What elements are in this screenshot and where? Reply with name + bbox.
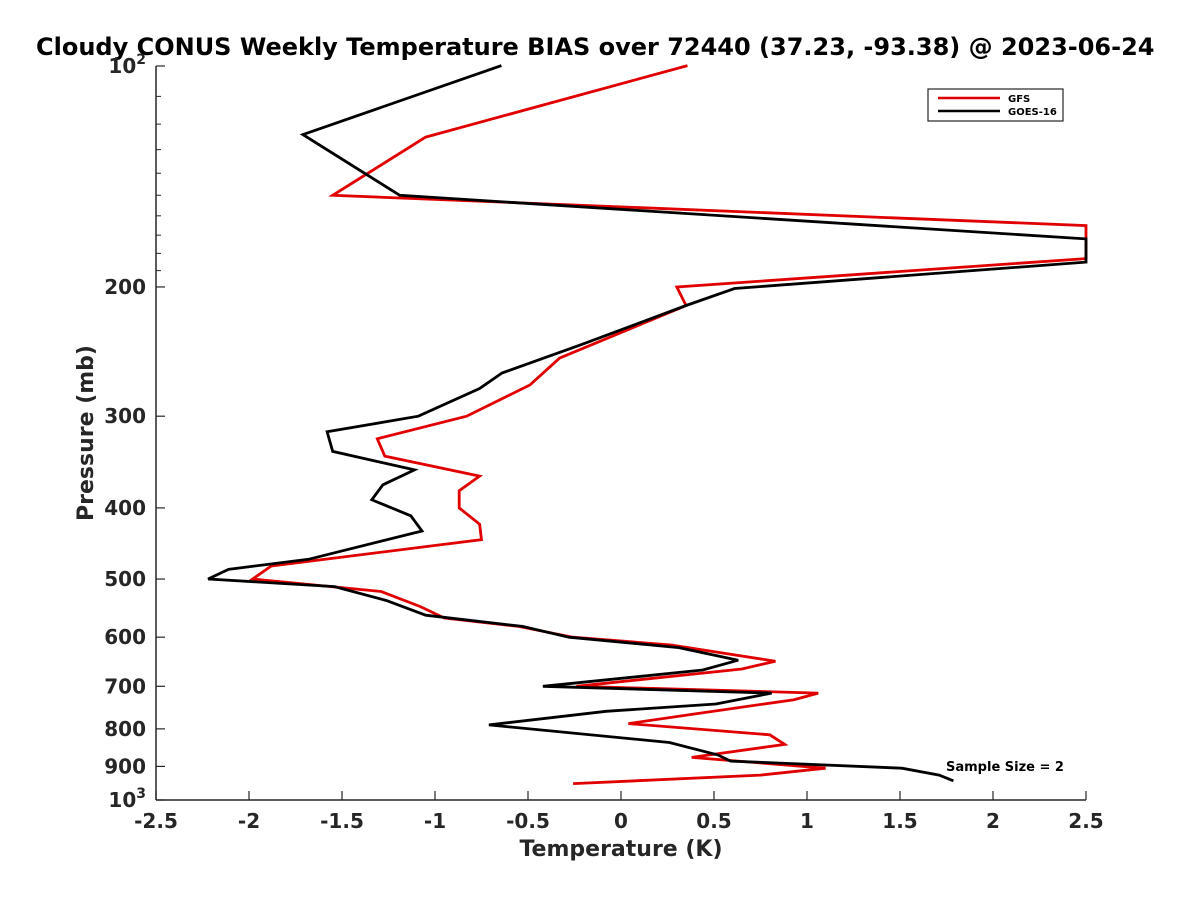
legend-box [927, 88, 1064, 122]
x-tick-label: 2 [986, 809, 1000, 833]
x-tick-label: -2 [238, 809, 260, 833]
series-line-gfs [248, 64, 1088, 786]
x-tick-label: -0.5 [506, 809, 550, 833]
x-tick-label: 1.5 [882, 809, 917, 833]
legend-entry-label: GOES-16 [1008, 107, 1057, 118]
y-tick-label: 700 [104, 674, 146, 698]
x-tick-label: -2.5 [134, 809, 178, 833]
x-tick-label: 1 [800, 809, 814, 833]
chart-title: Cloudy CONUS Weekly Temperature BIAS ove… [36, 33, 1154, 61]
sample-size-annotation: Sample Size = 2 [946, 760, 1064, 775]
y-axis-label: Pressure (mb) [74, 345, 99, 521]
y-tick-label: 200 [104, 275, 146, 299]
y-tick-label: 103 [108, 786, 146, 812]
legend-entry-label: GFS [1008, 94, 1030, 105]
y-tick-label: 300 [104, 404, 146, 428]
y-tick-label: 800 [104, 717, 146, 741]
x-tick-label: 2.5 [1068, 809, 1103, 833]
x-tick-label: -1.5 [320, 809, 364, 833]
y-tick-label: 500 [104, 567, 146, 591]
x-axis-label: Temperature (K) [519, 837, 722, 862]
x-tick-label: 0 [614, 809, 628, 833]
y-tick-label: 600 [104, 625, 146, 649]
x-axis-ticks: -2.5 -2 -1.5 -1 -0.5 0 0.5 1 1.5 2 2.5 [134, 791, 1104, 833]
y-tick-label: 102 [108, 52, 146, 78]
y-tick-label: 900 [104, 754, 146, 778]
series-layer [207, 64, 1088, 786]
x-tick-label: -1 [424, 809, 446, 833]
legend: GFS GOES-16 [927, 88, 1064, 122]
series-line-goes-16 [207, 64, 1088, 783]
annotations: Sample Size = 2 [946, 760, 1064, 775]
y-axis-ticks: 102 200 300 400 500 600 700 800 900 103 [104, 52, 165, 812]
x-tick-label: 0.5 [696, 809, 731, 833]
y-tick-label: 400 [104, 496, 146, 520]
